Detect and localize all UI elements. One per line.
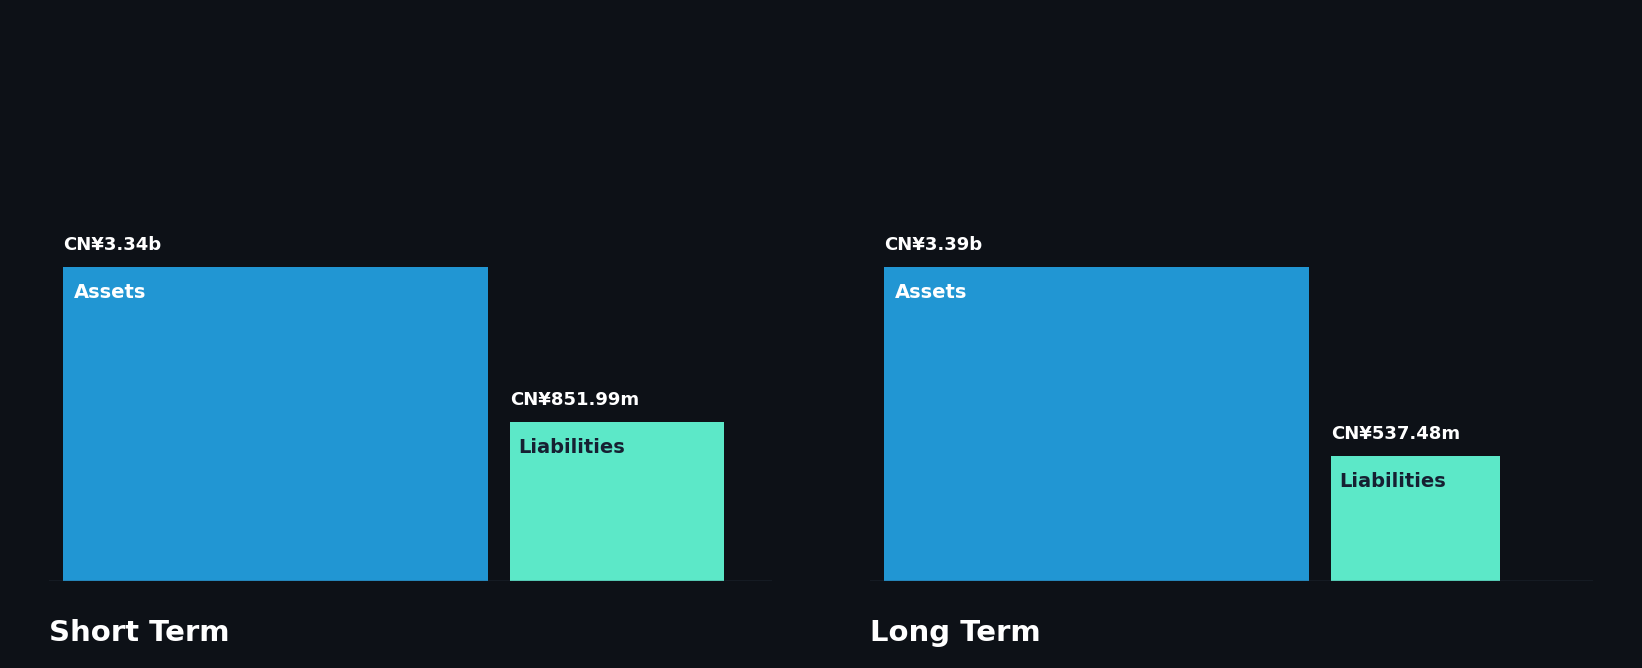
Bar [509,422,724,581]
Text: Liabilities: Liabilities [1340,472,1447,491]
Text: Liabilities: Liabilities [519,438,626,458]
Bar [885,267,1309,581]
Bar [64,267,488,581]
Text: CN¥851.99m: CN¥851.99m [509,391,639,409]
Text: CN¥3.39b: CN¥3.39b [885,236,982,254]
Text: Assets: Assets [74,283,146,302]
Text: Short Term: Short Term [49,619,230,647]
Text: CN¥537.48m: CN¥537.48m [1330,425,1460,443]
Text: Assets: Assets [895,283,967,302]
Text: CN¥3.34b: CN¥3.34b [64,236,161,254]
Bar [1330,456,1499,581]
Text: Long Term: Long Term [870,619,1041,647]
